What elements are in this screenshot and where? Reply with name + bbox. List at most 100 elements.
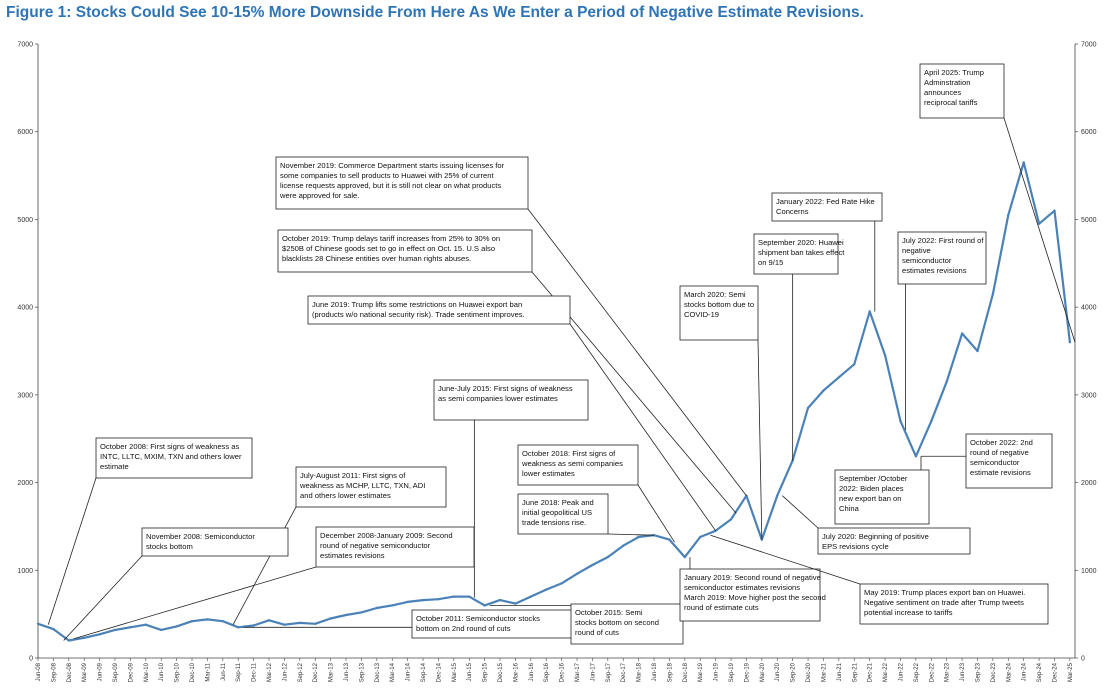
annotation-text: March 2019: Move higher post the second (684, 593, 826, 602)
annotation-box (919, 63, 1005, 119)
x-tick-label: Dec-11 (252, 662, 258, 682)
annotation-leader (757, 339, 763, 540)
data-point (883, 354, 887, 357)
annotation-text: April 2025: Trump (924, 68, 984, 77)
x-tick-label: Dec-22 (929, 662, 935, 682)
data-point (683, 555, 686, 559)
x-tick-label: Sep-16 (544, 662, 550, 682)
data-point (622, 544, 625, 547)
x-tick-label: Sep-17 (606, 662, 612, 682)
annotation-text: estimate (100, 462, 129, 471)
annotation-box (277, 229, 533, 273)
series-line (37, 161, 1071, 642)
annotation-leader (710, 534, 861, 585)
data-point (591, 563, 594, 567)
x-tick-label: Mar-22 (883, 662, 889, 682)
y-tick-label: 4000 (17, 305, 33, 312)
data-point (514, 602, 517, 605)
annotation-text: stocks bottom due to (684, 300, 754, 309)
annotation-text: potential increase to tariffs (864, 608, 953, 617)
annotation-text: October 2019: Trump delays tariff increa… (282, 234, 500, 243)
x-tick-label: Mar-24 (1006, 662, 1012, 682)
x-tick-label: Mar-14 (390, 662, 396, 682)
annotation-text: Concerns (776, 207, 809, 216)
chart-title: Figure 1: Stocks Could See 10-15% More D… (6, 4, 864, 21)
x-tick-label: Jun-20 (775, 662, 781, 681)
annotation-text: announces (924, 88, 961, 97)
axes: 0 0 1000 1000 2000 2000 3000 3000 4000 4000 5000 50… (17, 42, 1096, 683)
annotation-text: stocks bottom (146, 542, 193, 551)
annotation-text: weakness as MCHP, LLTC, TXN, ADI (299, 481, 425, 490)
x-tick-label: Dec-23 (991, 662, 997, 682)
annotation-box (95, 437, 253, 479)
annotation-text: some companies to sell products to Huawe… (280, 171, 494, 180)
x-tick-label: Dec-19 (744, 662, 750, 682)
annotation-text: July 2022: First round of (902, 236, 984, 245)
data-point (375, 606, 378, 610)
x-tick-label: Jun-15 (467, 662, 473, 681)
y-tick-label-right: 4000 (1081, 305, 1097, 312)
x-tick-label: Mar-19 (698, 662, 704, 682)
annotation-box (307, 295, 571, 325)
x-tick-label: Dec-18 (683, 662, 689, 682)
data-point (498, 598, 502, 602)
annotation-leader (607, 533, 655, 536)
annotation-text: October 2011: Semiconductor stocks (416, 614, 540, 623)
x-tick-label: Sep-20 (791, 662, 797, 682)
x-tick-label: Jun-10 (159, 662, 165, 681)
data-point (267, 619, 271, 622)
data-point (314, 622, 317, 625)
x-tick-label: Dec-14 (436, 662, 442, 682)
x-tick-label: Jun-13 (344, 662, 350, 681)
annotation-box (679, 285, 759, 341)
x-tick-label: Sep-19 (729, 662, 735, 682)
data-point (806, 406, 810, 410)
y-tick-label: 5000 (17, 217, 33, 224)
data-point (575, 572, 579, 575)
data-point (360, 611, 363, 614)
x-tick-label: Mar-17 (575, 662, 581, 682)
x-tick-label: Jun-22 (898, 662, 904, 681)
annotation-text: weakness as semi companies (521, 459, 623, 468)
annotation-text: October 2018: First signs of (522, 449, 616, 458)
data-point (945, 380, 948, 383)
x-tick-label: Mar-12 (267, 662, 273, 682)
annotation-box (859, 583, 1049, 625)
x-tick-label: Dec-12 (313, 662, 319, 682)
annotation-text: March 2020: Semi (684, 290, 746, 299)
data-point (545, 588, 548, 591)
data-point (344, 613, 348, 617)
x-tick-label: Sep-13 (359, 662, 365, 682)
annotation-text: trade tensions rise. (522, 518, 586, 527)
data-point (868, 310, 871, 313)
x-tick-label: Jun-09 (98, 662, 104, 681)
annotation-text: new export ban on (839, 494, 901, 503)
annotation-text: May 2019: Trump places export ban on Hua… (864, 588, 1025, 597)
x-tick-label: Dec-17 (621, 662, 627, 682)
annotation-text: June 2019: Trump lifts some restrictions… (312, 300, 522, 309)
data-point (437, 598, 440, 601)
annotation-box (965, 433, 1053, 489)
data-point (837, 376, 841, 379)
data-point (329, 617, 332, 620)
y-tick-label-right: 0 (1081, 656, 1085, 663)
annotation-text: December 2008-January 2009: Second (320, 531, 453, 540)
annotation-leader (782, 495, 819, 529)
annotation-box (411, 609, 573, 639)
annotation-text: China (839, 504, 860, 513)
annotation-text: on 9/15 (758, 258, 783, 267)
x-tick-label: Jun-17 (590, 662, 596, 681)
annotation-text: lower estimates (522, 469, 575, 478)
annotation-text: November 2008: Semiconductor (146, 532, 255, 541)
x-tick-label: Mar-16 (513, 662, 519, 682)
annotation-text: blacklists 28 Chinese entities over huma… (282, 254, 471, 263)
annotation-leader (232, 506, 297, 625)
x-tick-label: Dec-21 (868, 662, 874, 682)
x-tick-label: Sep-14 (421, 662, 427, 682)
data-point (560, 582, 563, 585)
annotation-box (817, 527, 971, 555)
data-point (298, 621, 301, 625)
x-tick-label: Mar-23 (945, 662, 951, 682)
data-point (1007, 213, 1010, 217)
